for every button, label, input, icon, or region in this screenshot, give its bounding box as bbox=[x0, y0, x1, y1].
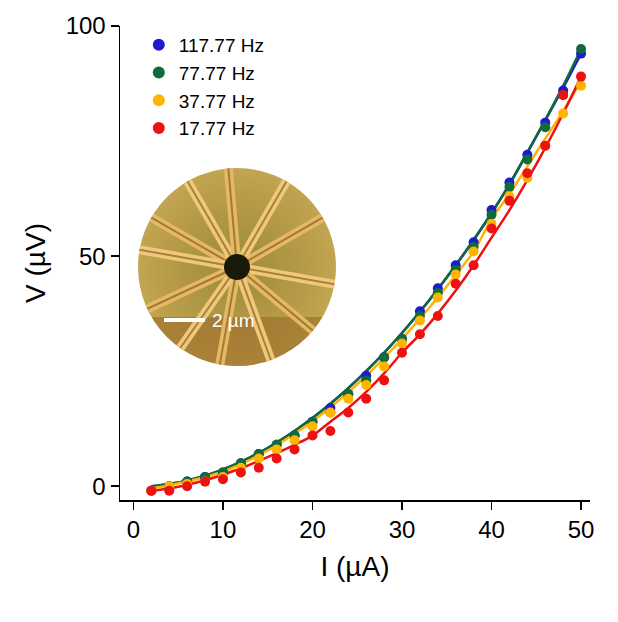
svg-text:40: 40 bbox=[478, 516, 505, 543]
svg-text:20: 20 bbox=[299, 516, 326, 543]
svg-text:0: 0 bbox=[127, 516, 140, 543]
svg-text:117.77 Hz: 117.77 Hz bbox=[179, 35, 264, 56]
svg-text:17.77 Hz: 17.77 Hz bbox=[179, 118, 255, 139]
svg-text:77.77 Hz: 77.77 Hz bbox=[179, 63, 255, 84]
svg-text:50: 50 bbox=[568, 516, 595, 543]
svg-text:30: 30 bbox=[389, 516, 416, 543]
svg-text:2 µm: 2 µm bbox=[212, 310, 255, 331]
svg-text:50: 50 bbox=[79, 243, 106, 270]
svg-text:10: 10 bbox=[210, 516, 237, 543]
svg-text:V (µV): V (µV) bbox=[20, 223, 51, 303]
svg-text:I (µA): I (µA) bbox=[320, 551, 389, 582]
svg-text:37.77 Hz: 37.77 Hz bbox=[179, 91, 255, 112]
svg-text:0: 0 bbox=[92, 473, 105, 500]
svg-text:100: 100 bbox=[66, 12, 106, 39]
